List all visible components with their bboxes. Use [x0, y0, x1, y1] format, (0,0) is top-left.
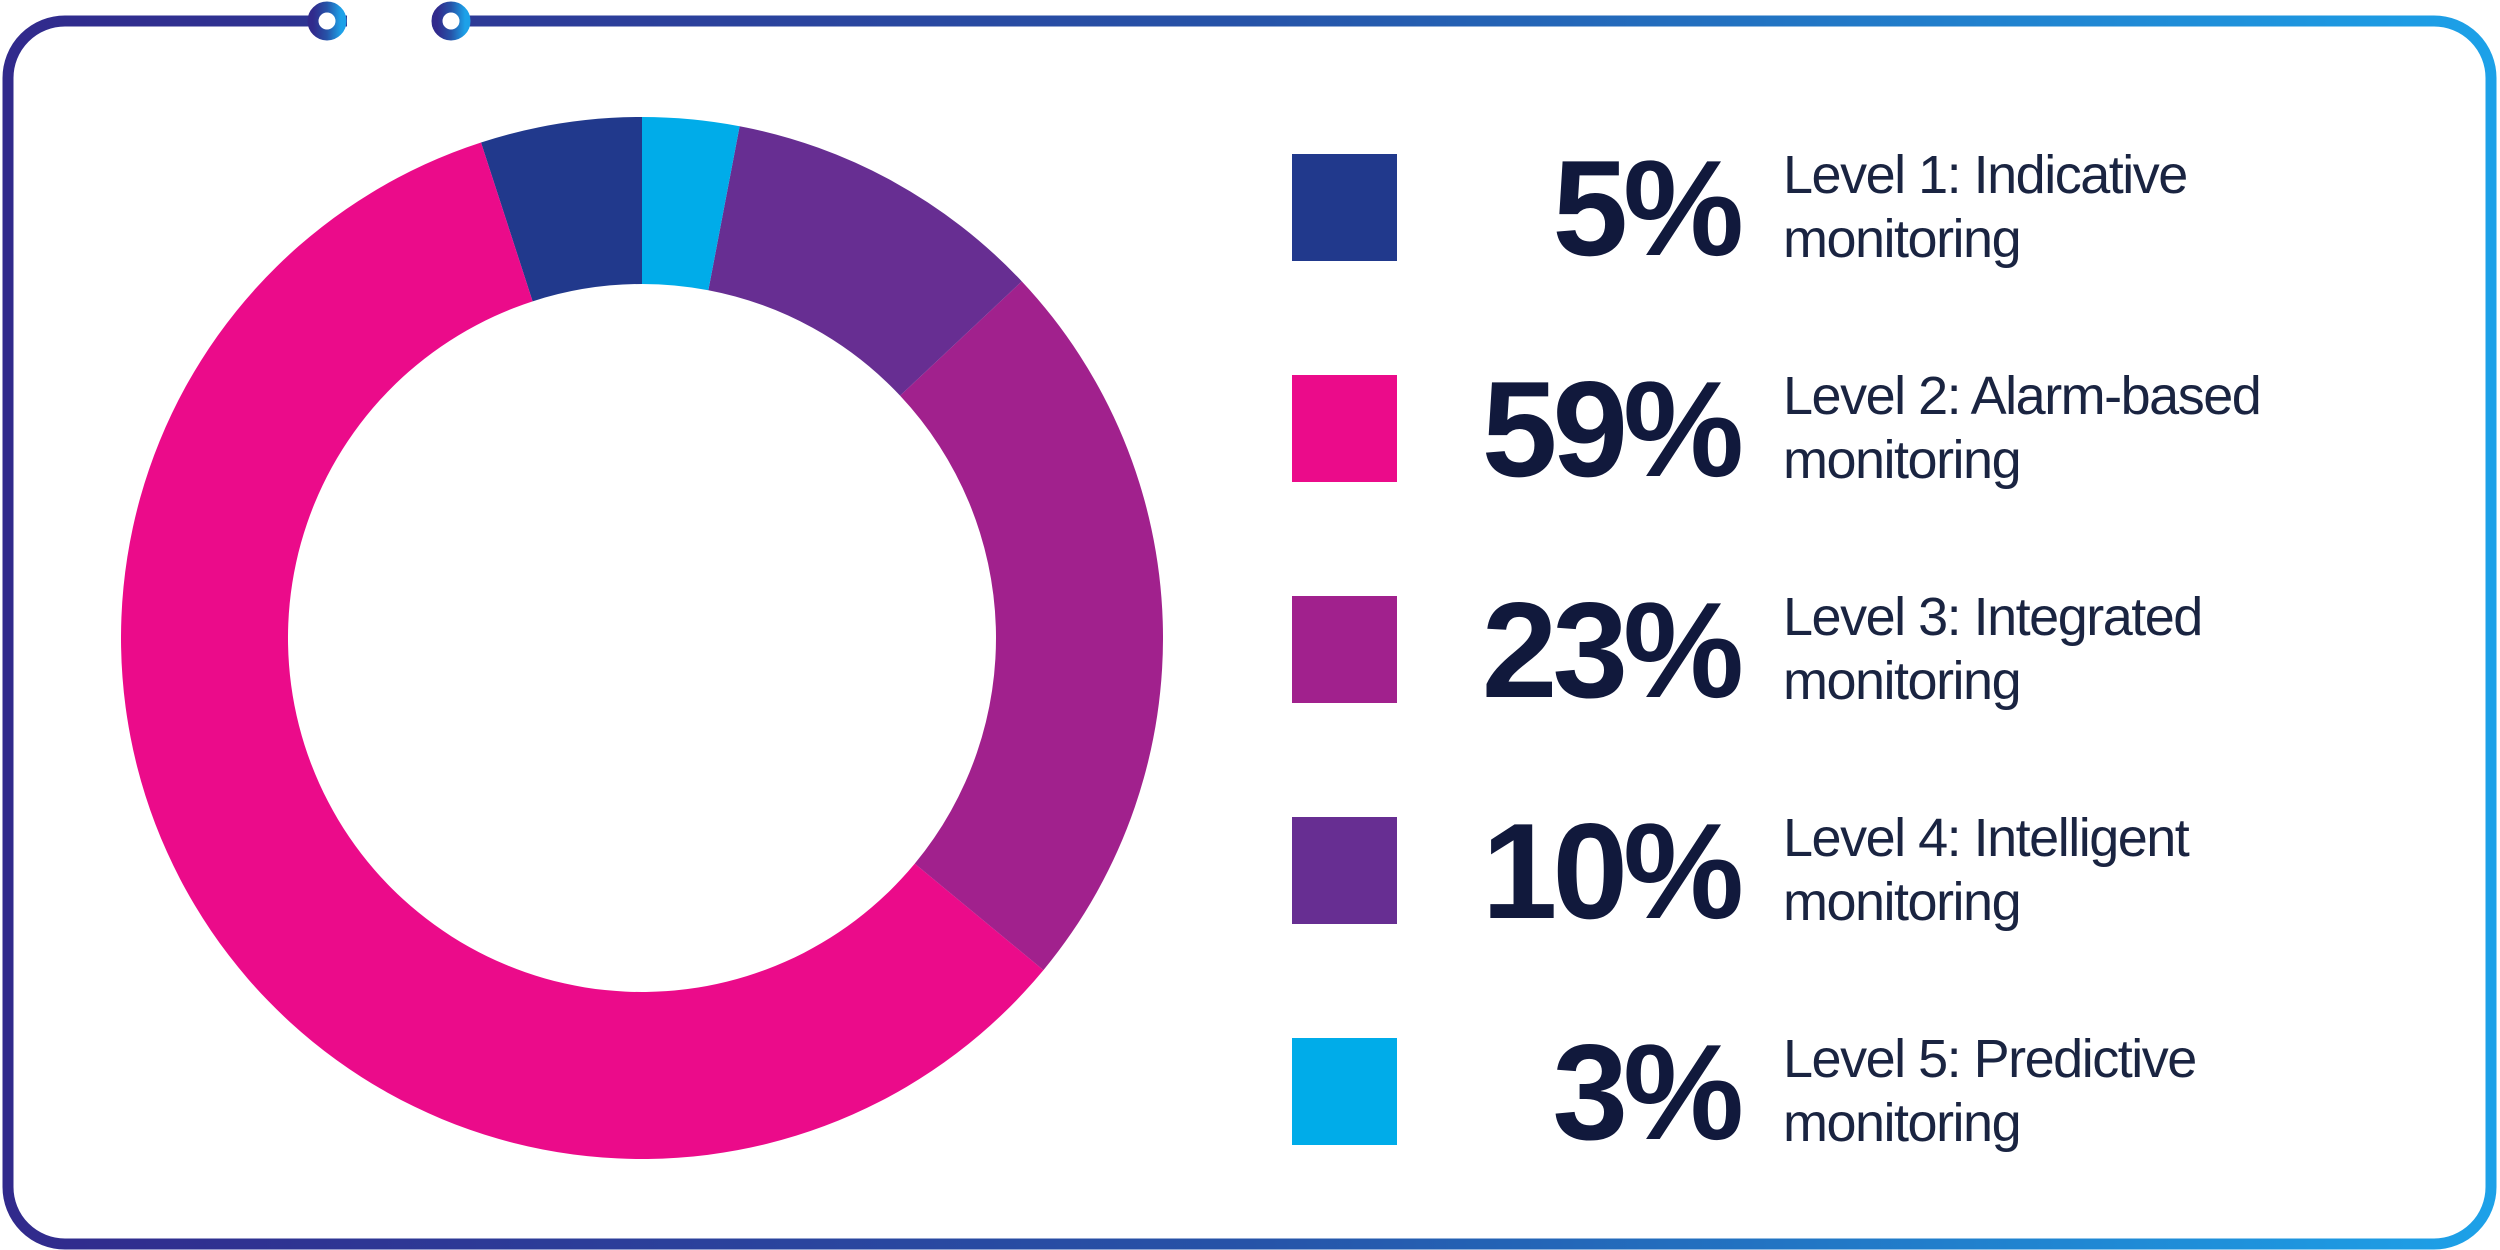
legend-label-line1: Level 2: Alarm-based: [1783, 365, 2262, 426]
frame-border: [2, 15, 2497, 1250]
legend-swatch-level4: [1292, 817, 1397, 924]
legend-swatch-level3: [1292, 596, 1397, 703]
legend-label-line1: Level 5: Predictive: [1783, 1028, 2197, 1089]
legend-percent: 59%: [1481, 352, 1744, 505]
legend-label: Level 5: Predictive monitoring: [1783, 1028, 2197, 1155]
legend-percent: 23%: [1481, 573, 1744, 726]
legend-percent: 5%: [1552, 131, 1744, 284]
donut-chart: [121, 117, 1163, 1159]
legend-label-line2: monitoring: [1783, 429, 2022, 490]
legend-label-line1: Level 3: Integrated: [1783, 586, 2203, 647]
legend-label: Level 1: Indicative monitoring: [1783, 144, 2188, 271]
legend-swatch-level1: [1292, 154, 1397, 261]
legend-row: 10% Level 4: Intelligent monitoring: [1292, 760, 2392, 981]
legend-label-line2: monitoring: [1783, 208, 2022, 269]
connector-ring-icon: [307, 1, 347, 41]
legend-row: 23% Level 3: Integrated monitoring: [1292, 539, 2392, 760]
connector-ring-icon: [431, 1, 471, 41]
donut-segment-level2: [121, 142, 1044, 1159]
frame-border-gap: [347, 0, 432, 44]
donut-segment-level5: [642, 117, 740, 291]
legend-label-line2: monitoring: [1783, 1092, 2022, 1153]
legend-label-line2: monitoring: [1783, 650, 2022, 711]
legend-percent: 3%: [1552, 1015, 1744, 1168]
legend-label-line1: Level 4: Intelligent: [1783, 807, 2190, 868]
legend-swatch-level2: [1292, 375, 1397, 482]
legend-row: 3% Level 5: Predictive monitoring: [1292, 981, 2392, 1202]
legend-swatch-level5: [1292, 1038, 1397, 1145]
legend-label: Level 4: Intelligent monitoring: [1783, 807, 2190, 934]
donut-segment-level4: [708, 126, 1022, 396]
donut-segment-level1: [481, 117, 642, 302]
legend-percent: 10%: [1481, 794, 1744, 947]
legend-row: 59% Level 2: Alarm-based monitoring: [1292, 318, 2392, 539]
legend-label: Level 3: Integrated monitoring: [1783, 586, 2203, 713]
legend-label: Level 2: Alarm-based monitoring: [1783, 365, 2262, 492]
legend: 5% Level 1: Indicative monitoring 59% Le…: [1292, 97, 2392, 1202]
donut-segment-level3: [900, 281, 1163, 971]
legend-row: 5% Level 1: Indicative monitoring: [1292, 97, 2392, 318]
legend-label-line1: Level 1: Indicative: [1783, 144, 2188, 205]
legend-label-line2: monitoring: [1783, 871, 2022, 932]
